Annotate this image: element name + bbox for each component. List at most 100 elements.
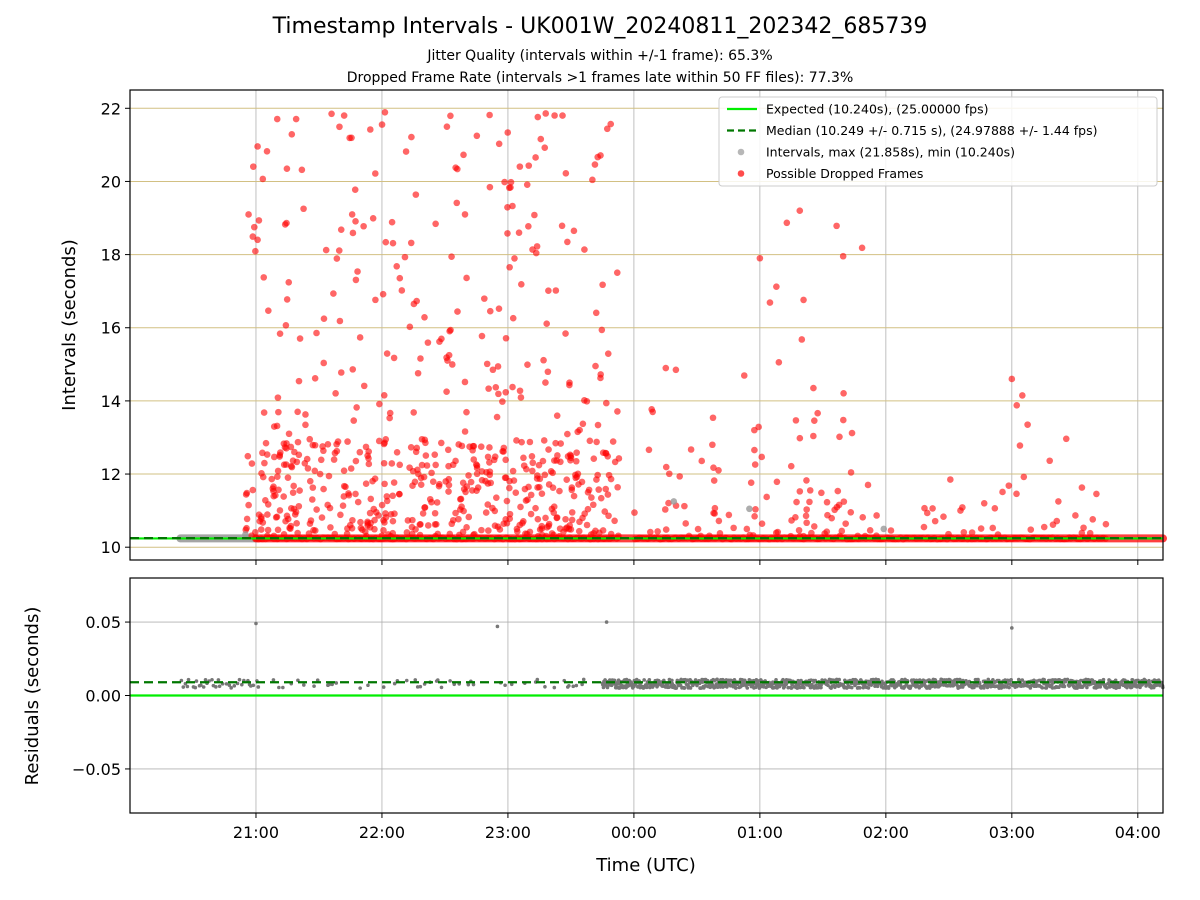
dropped-frame-point [285, 430, 293, 438]
y-tick-label: 0.05 [85, 613, 121, 632]
dropped-frame-point [545, 287, 552, 294]
dropped-frame-point [772, 529, 780, 537]
dropped-frame-point [563, 476, 571, 484]
dropped-frame-point [682, 520, 690, 527]
dropped-frame-point [495, 140, 503, 148]
dropped-frame-point [591, 161, 599, 168]
residual-point [1147, 678, 1151, 683]
residual-point [581, 677, 586, 682]
dropped-frame-point [291, 511, 299, 518]
dropped-frame-point [352, 218, 359, 225]
dropped-frame-point [346, 521, 354, 529]
dropped-frame-point [317, 456, 325, 464]
dropped-frame-point [710, 464, 717, 472]
dropped-frame-point [273, 115, 281, 123]
residual-point [224, 682, 229, 686]
dropped-frame-point [463, 274, 470, 282]
residual-point [302, 683, 306, 687]
dropped-frame-point [631, 509, 638, 516]
dropped-frame-point [529, 459, 537, 467]
dropped-frame-point [447, 112, 454, 120]
residual-point [552, 685, 557, 690]
dropped-frame-point [463, 483, 471, 490]
dropped-frame-point [803, 477, 810, 484]
dropped-frame-point [593, 438, 600, 446]
dropped-frame-point [292, 115, 300, 123]
dropped-frame-point [522, 497, 530, 504]
dropped-frame-point [284, 474, 292, 481]
dropped-frame-point [249, 233, 257, 240]
dropped-frame-point [465, 472, 472, 479]
residual-outlier-point [495, 624, 500, 629]
residual-point [216, 678, 221, 682]
residual-point [1065, 677, 1070, 682]
dropped-frame-point [929, 505, 936, 512]
dropped-frame-point [280, 493, 287, 500]
dropped-frame-point [403, 529, 411, 536]
dropped-frame-point [482, 509, 490, 516]
dropped-frame-point [280, 440, 288, 447]
residual-point [312, 684, 316, 688]
dropped-frame-point [306, 520, 314, 527]
residuals-reference-lines [130, 681, 1163, 697]
dropped-frame-point [823, 498, 831, 506]
dropped-frame-point [751, 446, 758, 454]
residual-point [875, 684, 880, 689]
dropped-frame-point [611, 458, 619, 466]
dropped-frame-point [501, 178, 508, 186]
dropped-frame-point [647, 528, 654, 536]
dropped-frame-point [506, 477, 513, 485]
dropped-frame-point [598, 326, 606, 334]
dropped-frame-point [523, 530, 531, 538]
residual-point [404, 678, 409, 683]
dropped-frame-point [499, 447, 506, 455]
dropped-frame-point [604, 350, 612, 357]
dropped-frame-point [499, 398, 506, 405]
dropped-frame-point [290, 482, 297, 490]
dropped-frame-point [540, 437, 548, 444]
dropped-frame-point [509, 383, 516, 391]
dropped-frame-point [407, 443, 415, 451]
dropped-frame-point [796, 434, 804, 442]
dropped-frame-point [1053, 517, 1061, 525]
dropped-frame-point [1080, 524, 1087, 532]
dropped-frame-point [283, 296, 291, 303]
dropped-frame-point [550, 509, 558, 516]
dropped-frame-point [541, 471, 549, 479]
dropped-frame-point [272, 514, 280, 521]
dropped-frame-point [375, 512, 382, 519]
dropped-frame-point [529, 467, 536, 475]
dropped-frame-point [340, 112, 348, 119]
residual-point [866, 686, 871, 690]
dropped-frame-point [1013, 401, 1021, 409]
dropped-frame-point [262, 439, 270, 447]
residual-point [670, 678, 674, 683]
dropped-frame-point [1086, 529, 1094, 537]
dropped-frame-point [386, 414, 393, 422]
dropped-frame-point [1020, 473, 1028, 481]
dropped-frame-point [581, 397, 588, 404]
dropped-frame-point [752, 505, 759, 513]
residual-point [780, 682, 784, 687]
dropped-frame-point [599, 449, 607, 456]
dropped-frame-point [367, 495, 375, 503]
dropped-frame-point [437, 439, 445, 447]
intervals-axes: 10 12 14 16 18 20 22 [101, 89, 1164, 565]
dropped-frame-point [542, 110, 550, 117]
dropped-frame-point [493, 494, 500, 501]
residual-point [358, 686, 362, 690]
dropped-frame-point [467, 478, 475, 486]
dropped-frame-point [265, 307, 272, 314]
dropped-frame-point [528, 453, 536, 460]
dropped-frame-point [556, 487, 563, 495]
dropped-frame-point [401, 253, 409, 261]
dropped-frame-point [773, 283, 780, 290]
dropped-frame-point [506, 510, 514, 518]
dropped-frame-point [595, 486, 603, 493]
residual-point [819, 685, 823, 690]
dropped-frame-point [1089, 516, 1097, 523]
residual-point [194, 679, 199, 683]
interval-point [242, 531, 249, 538]
residual-point [543, 684, 547, 689]
legend-intervals-swatch [737, 148, 745, 156]
